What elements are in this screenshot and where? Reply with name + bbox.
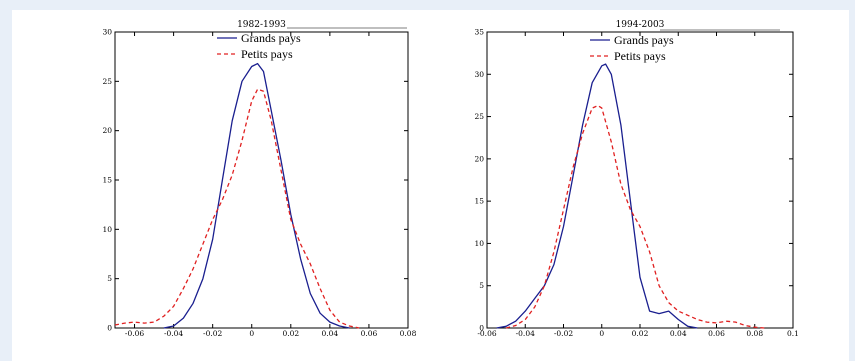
- x-tick-label: -0.04: [164, 329, 183, 338]
- plot-area-border: [114, 31, 409, 329]
- y-tick-label: 15: [102, 176, 112, 185]
- legend: Grands pays Petits pays: [590, 29, 780, 63]
- x-tick-label: 0.1: [787, 329, 799, 338]
- x-tick-label: 0.04: [670, 329, 687, 338]
- x-tick-label: 0: [249, 329, 254, 338]
- y-tick-label: 20: [102, 126, 112, 135]
- series-line-petits-pays: [114, 88, 360, 329]
- x-tick-label: 0.04: [322, 329, 339, 338]
- chart-title: 1994-2003: [616, 20, 665, 30]
- y-tick-label: 10: [474, 239, 484, 248]
- x-tick-label: 0.06: [361, 329, 378, 338]
- x-tick-label: -0.02: [554, 329, 573, 338]
- y-tick-label: 30: [102, 28, 112, 37]
- y-tick-label: 10: [102, 225, 112, 234]
- y-tick-label: 0: [107, 324, 112, 333]
- legend-label: Grands pays: [241, 31, 301, 45]
- series-line-petits-pays: [505, 104, 765, 329]
- y-tick-label: 25: [474, 112, 484, 121]
- density-charts: 1982-1993 -0.06 -0.04 -0.02 0 0.02 0.04 0.06 0.0…: [102, 20, 799, 338]
- x-tick-label: 0.06: [708, 329, 725, 338]
- y-tick-label: 20: [474, 154, 484, 163]
- x-tick-label: 0.08: [400, 329, 417, 338]
- x-tick-label: -0.02: [203, 329, 222, 338]
- chart-panel-0: 1982-1993 -0.06 -0.04 -0.02 0 0.02 0.04 0.06 0.0…: [102, 20, 416, 338]
- x-tick-label: 0.02: [282, 329, 299, 338]
- series-line-grands-pays: [163, 62, 350, 329]
- y-tick-label: 5: [479, 281, 484, 290]
- y-tick-label: 30: [474, 70, 484, 79]
- legend-label: Grands pays: [614, 33, 674, 47]
- chart-title: 1982-1993: [237, 20, 286, 30]
- figure-frame: 1982-1993 -0.06 -0.04 -0.02 0 0.02 0.04 0.06 0.0…: [12, 10, 849, 361]
- y-tick-label: 0: [479, 324, 484, 333]
- x-tick-label: -0.06: [477, 329, 496, 338]
- y-tick-label: 15: [474, 197, 484, 206]
- y-tick-label: 5: [107, 274, 112, 283]
- y-tick-label: 25: [102, 77, 112, 86]
- legend: Grands pays Petits pays: [217, 27, 407, 61]
- x-tick-label: 0.02: [632, 329, 649, 338]
- x-tick-label: -0.06: [125, 329, 144, 338]
- chart-panel-1: 1994-2003 -0.06 -0.04 -0.02 0 0.02 0.04 0.06 0.0…: [474, 20, 799, 338]
- y-tick-label: 35: [474, 28, 484, 37]
- plot-area-border: [486, 31, 794, 329]
- x-tick-label: 0: [599, 329, 604, 338]
- series-line-grands-pays: [496, 63, 698, 329]
- legend-label: Petits pays: [614, 49, 666, 63]
- x-tick-label: -0.04: [516, 329, 535, 338]
- x-tick-label: 0.08: [746, 329, 763, 338]
- legend-label: Petits pays: [241, 47, 293, 61]
